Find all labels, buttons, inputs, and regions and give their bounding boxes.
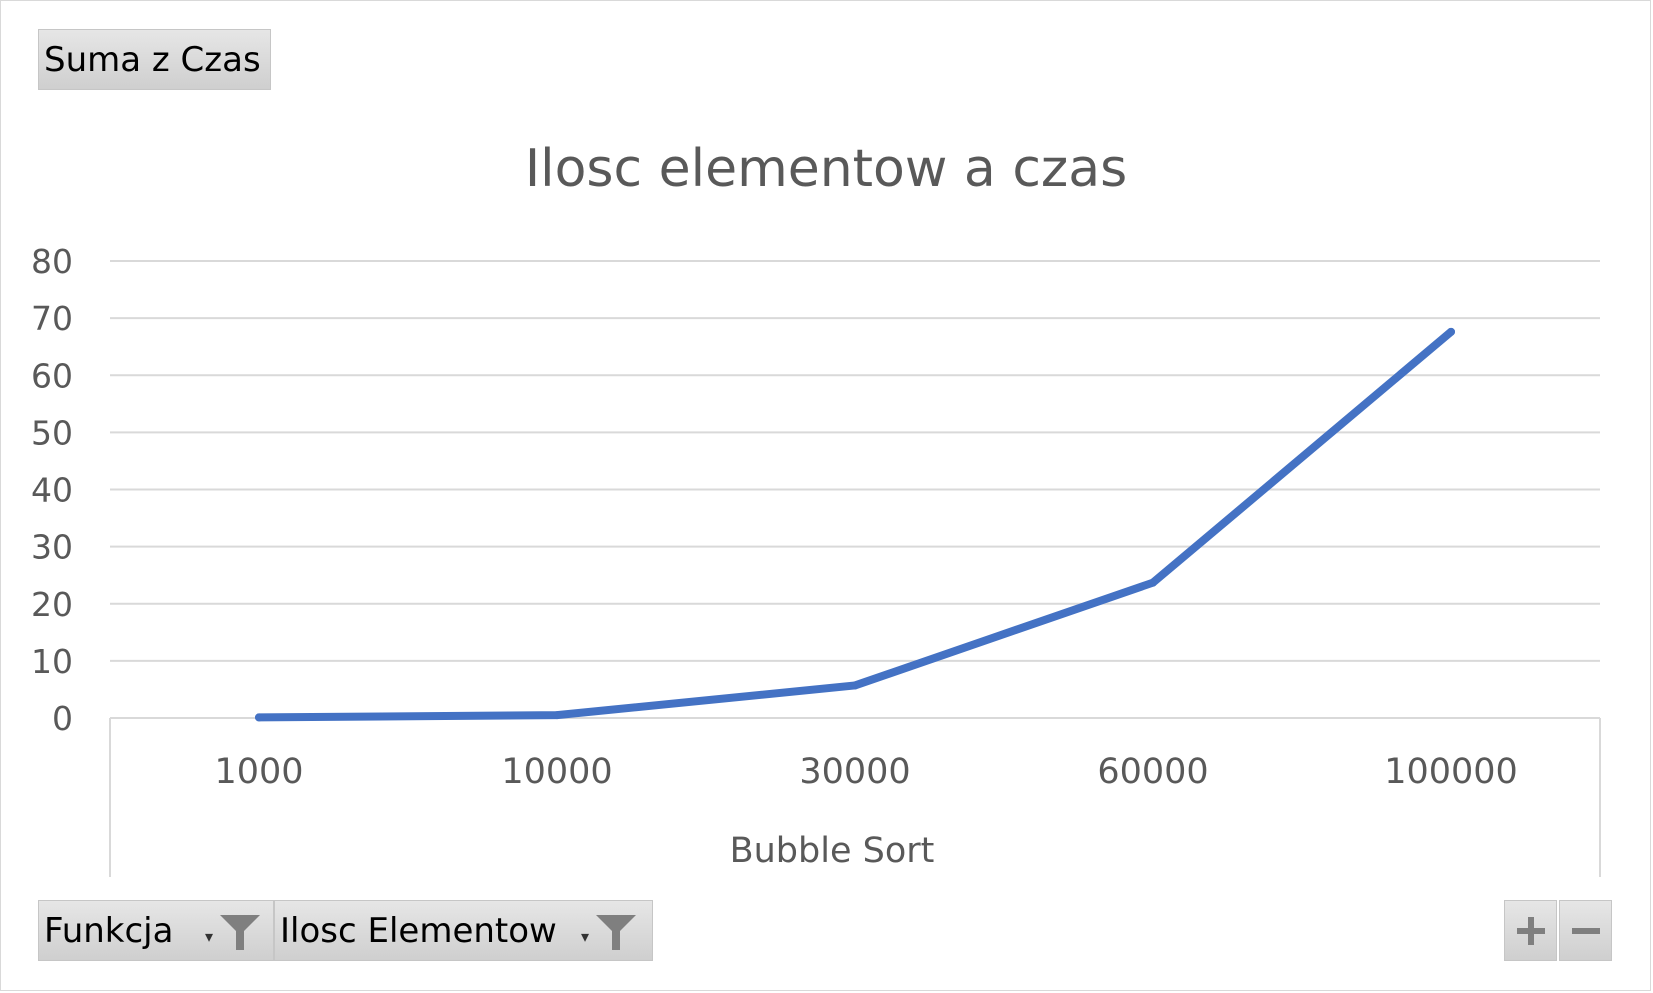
- value-field-label: Suma z Czas: [44, 39, 261, 80]
- dropdown-arrow-icon: ▾: [205, 927, 214, 946]
- x-tick-label: 100000: [1384, 752, 1518, 792]
- y-tick-label: 80: [31, 242, 73, 281]
- plus-icon: [1516, 916, 1545, 945]
- filter-button-label: Ilosc Elementow: [280, 910, 557, 951]
- x-axis-label: Bubble Sort: [730, 831, 935, 871]
- x-tick-label: 30000: [799, 752, 910, 792]
- data-point: [255, 713, 263, 722]
- y-tick-label: 30: [31, 528, 73, 567]
- y-tick-label: 10: [31, 642, 73, 681]
- gridlines: [110, 260, 1600, 662]
- series-group: [255, 327, 1455, 722]
- x-tick-label: 10000: [501, 752, 612, 792]
- data-point: [1447, 327, 1455, 336]
- y-axis-ticks: 0 10 20 30 40 50 60 70 80: [31, 242, 73, 738]
- y-tick-label: 20: [31, 585, 73, 624]
- filter-button-ilosc-elementow[interactable]: Ilosc Elementow ▾: [274, 900, 653, 961]
- value-field-button[interactable]: Suma z Czas: [38, 29, 271, 90]
- x-tick-label: 60000: [1097, 752, 1208, 792]
- data-point: [553, 711, 561, 720]
- funnel-icon: [596, 915, 636, 950]
- filter-button-label: Funkcja: [44, 910, 174, 951]
- x-axis-ticks: 1000 10000 30000 60000 100000: [214, 752, 1517, 792]
- dropdown-arrow-icon: ▾: [581, 927, 590, 946]
- collapse-button[interactable]: [1559, 900, 1612, 961]
- filter-button-funkcja[interactable]: Funkcja ▾: [38, 900, 274, 961]
- x-tick-label: 1000: [214, 752, 303, 792]
- series-line: [255, 327, 1455, 722]
- y-tick-label: 0: [52, 699, 73, 738]
- minus-icon: [1571, 927, 1600, 934]
- expand-button[interactable]: [1504, 900, 1557, 961]
- data-point: [1149, 578, 1157, 587]
- y-tick-label: 50: [31, 413, 73, 452]
- y-tick-label: 60: [31, 356, 73, 395]
- data-point: [851, 681, 859, 690]
- funnel-icon: [220, 915, 260, 950]
- y-tick-label: 40: [31, 471, 73, 510]
- y-tick-label: 70: [31, 299, 73, 338]
- chart-title: Ilosc elementow a czas: [525, 139, 1127, 199]
